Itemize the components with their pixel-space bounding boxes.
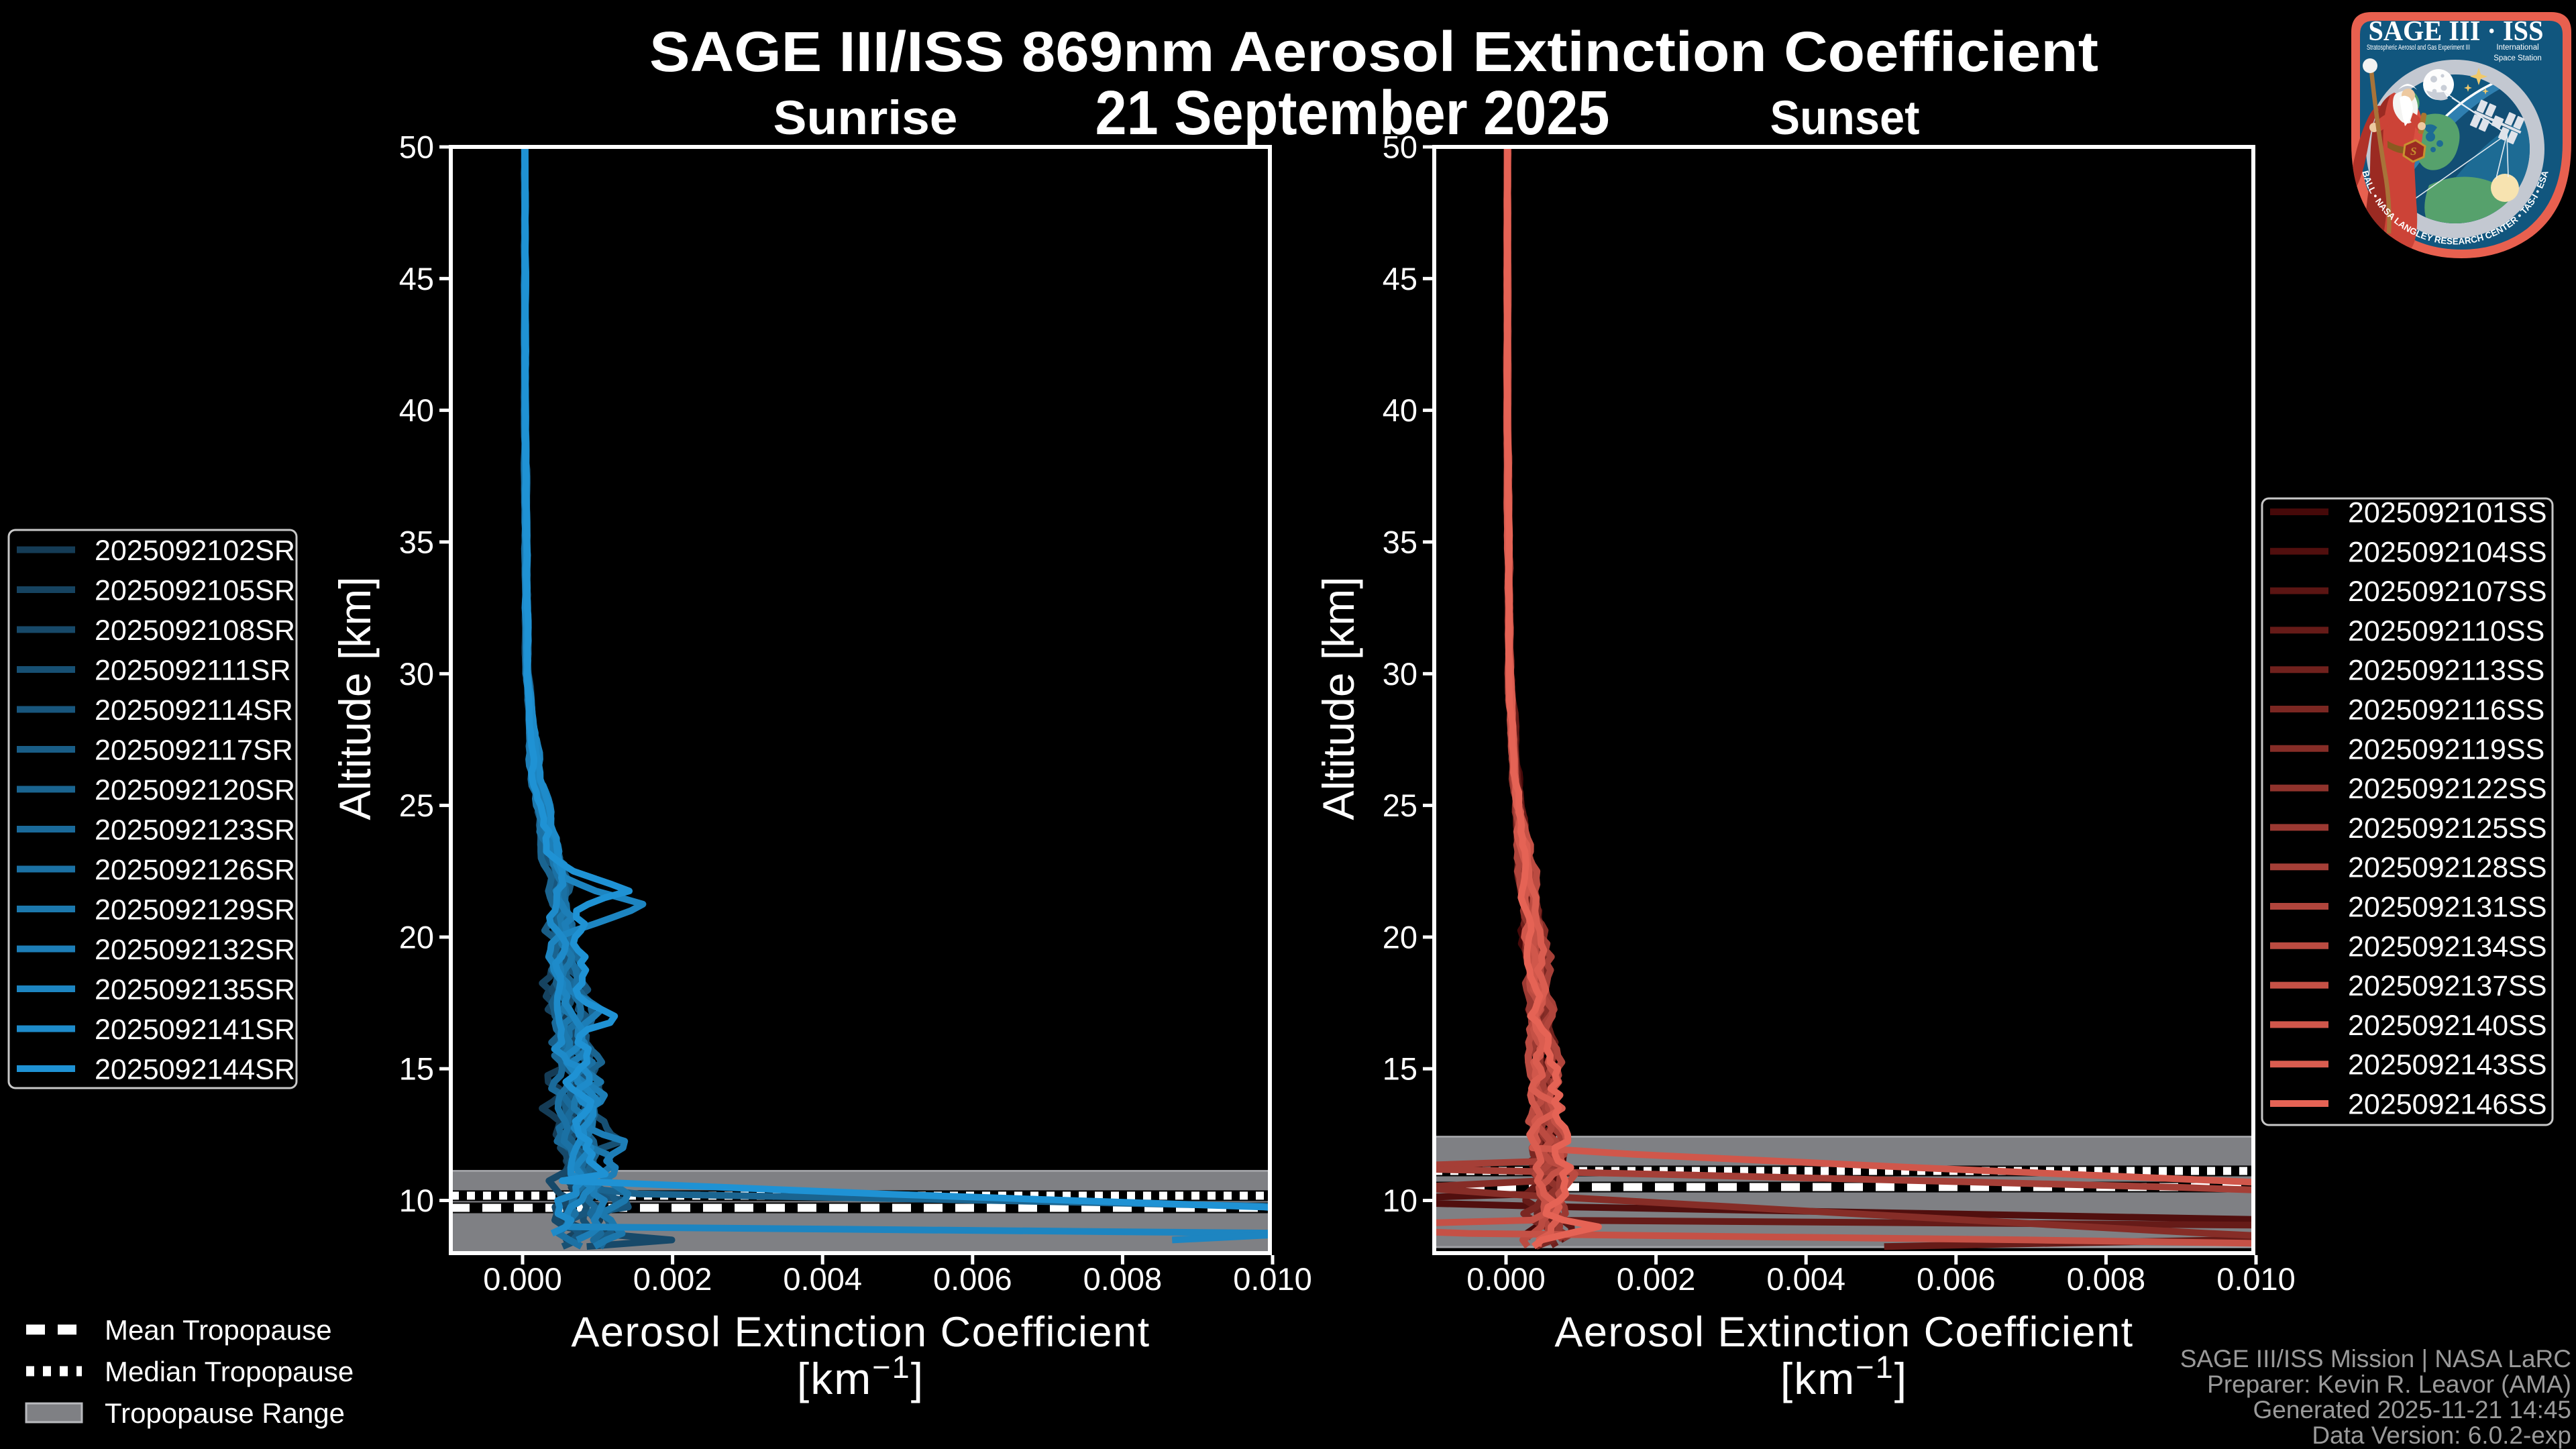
svg-text:45: 45	[1383, 261, 1417, 297]
svg-text:40: 40	[399, 392, 434, 428]
svg-text:25: 25	[1383, 788, 1417, 823]
svg-text:2025092132SR: 2025092132SR	[95, 934, 295, 966]
svg-text:0.006: 0.006	[1917, 1261, 1996, 1297]
svg-text:0.004: 0.004	[1766, 1261, 1845, 1297]
svg-text:Tropopause Range: Tropopause Range	[105, 1397, 345, 1429]
svg-text:2025092110SS: 2025092110SS	[2348, 615, 2544, 647]
svg-text:Preparer: Kevin R. Leavor (AMA: Preparer: Kevin R. Leavor (AMA)	[2207, 1371, 2571, 1398]
svg-text:International: International	[2496, 44, 2538, 52]
svg-text:0.008: 0.008	[1083, 1261, 1163, 1297]
svg-text:2025092102SR: 2025092102SR	[95, 535, 295, 567]
svg-text:2025092140SS: 2025092140SS	[2348, 1010, 2547, 1042]
svg-text:Altitude [km]: Altitude [km]	[330, 576, 380, 820]
svg-text:2025092105SR: 2025092105SR	[95, 575, 295, 607]
svg-text:0.008: 0.008	[2067, 1261, 2146, 1297]
svg-text:2025092144SR: 2025092144SR	[95, 1054, 295, 1086]
svg-text:Aerosol Extinction Coefficient: Aerosol Extinction Coefficient	[571, 1309, 1150, 1356]
svg-text:30: 30	[399, 656, 434, 692]
svg-text:30: 30	[1383, 656, 1417, 692]
svg-text:0.000: 0.000	[1466, 1261, 1546, 1297]
svg-text:15: 15	[399, 1051, 434, 1087]
svg-text:2025092108SR: 2025092108SR	[95, 614, 295, 647]
svg-text:Generated 2025-11-21 14:45: Generated 2025-11-21 14:45	[2253, 1396, 2571, 1424]
svg-text:0.010: 0.010	[2216, 1261, 2296, 1297]
svg-text:2025092104SS: 2025092104SS	[2348, 536, 2547, 568]
svg-text:25: 25	[399, 788, 434, 823]
svg-text:2025092113SS: 2025092113SS	[2348, 655, 2544, 687]
svg-text:2025092117SR: 2025092117SR	[95, 735, 293, 767]
svg-text:Altitude [km]: Altitude [km]	[1313, 576, 1363, 820]
svg-text:21 September 2025: 21 September 2025	[1095, 78, 1610, 148]
svg-text:2025092122SS: 2025092122SS	[2348, 773, 2547, 805]
svg-text:Sunset: Sunset	[1770, 92, 1920, 145]
svg-text:2025092111SR: 2025092111SR	[95, 655, 291, 687]
svg-text:SAGE III/ISS Mission | NASA La: SAGE III/ISS Mission | NASA LaRC	[2180, 1345, 2571, 1373]
svg-text:0.006: 0.006	[933, 1261, 1012, 1297]
svg-text:2025092137SS: 2025092137SS	[2348, 970, 2547, 1002]
svg-text:2025092143SS: 2025092143SS	[2348, 1049, 2547, 1081]
svg-text:10: 10	[1383, 1183, 1417, 1218]
svg-text:40: 40	[1383, 392, 1417, 428]
svg-text:50: 50	[1383, 129, 1417, 165]
svg-text:0.004: 0.004	[783, 1261, 862, 1297]
svg-text:50: 50	[399, 129, 434, 165]
svg-text:35: 35	[399, 524, 434, 559]
svg-text:2025092125SS: 2025092125SS	[2348, 812, 2547, 845]
svg-text:45: 45	[399, 261, 434, 297]
svg-text:2025092119SS: 2025092119SS	[2348, 733, 2544, 765]
svg-text:S: S	[2410, 145, 2416, 158]
svg-text:2025092120SR: 2025092120SR	[95, 774, 295, 806]
svg-text:Aerosol Extinction Coefficient: Aerosol Extinction Coefficient	[1554, 1309, 2133, 1356]
svg-text:0.010: 0.010	[1233, 1261, 1312, 1297]
svg-text:2025092128SS: 2025092128SS	[2348, 852, 2547, 884]
svg-text:2025092129SR: 2025092129SR	[95, 894, 295, 926]
svg-text:10: 10	[399, 1183, 434, 1218]
svg-text:15: 15	[1383, 1051, 1417, 1087]
svg-text:2025092123SR: 2025092123SR	[95, 814, 295, 847]
svg-text:2025092131SS: 2025092131SS	[2348, 892, 2547, 924]
svg-text:2025092134SS: 2025092134SS	[2348, 930, 2547, 963]
svg-text:2025092107SS: 2025092107SS	[2348, 576, 2547, 608]
svg-text:0.002: 0.002	[633, 1261, 712, 1297]
svg-text:2025092141SR: 2025092141SR	[95, 1014, 295, 1046]
svg-text:20: 20	[399, 919, 434, 955]
svg-text:Data Version: 6.0.2-exp: Data Version: 6.0.2-exp	[2312, 1421, 2571, 1449]
svg-text:35: 35	[1383, 524, 1417, 559]
svg-text:Space Station: Space Station	[2493, 54, 2542, 62]
svg-text:SAGE III/ISS 869nm Aerosol Ext: SAGE III/ISS 869nm Aerosol Extinction Co…	[649, 20, 2098, 83]
svg-text:2025092114SR: 2025092114SR	[95, 694, 293, 727]
svg-text:Stratospheric Aerosol and Gas: Stratospheric Aerosol and Gas Experiment…	[2367, 44, 2470, 52]
svg-text:SAGE III · ISS: SAGE III · ISS	[2369, 16, 2544, 47]
svg-text:Sunrise: Sunrise	[773, 92, 958, 145]
svg-text:2025092135SR: 2025092135SR	[95, 974, 295, 1006]
svg-text:Mean Tropopause: Mean Tropopause	[105, 1314, 332, 1346]
svg-text:[km−1]: [km−1]	[1780, 1349, 1908, 1403]
svg-text:Median Tropopause: Median Tropopause	[105, 1356, 354, 1387]
svg-text:2025092126SR: 2025092126SR	[95, 854, 295, 886]
svg-text:2025092101SS: 2025092101SS	[2348, 497, 2547, 529]
svg-text:20: 20	[1383, 919, 1417, 955]
svg-text:0.000: 0.000	[483, 1261, 562, 1297]
svg-text:2025092146SS: 2025092146SS	[2348, 1089, 2547, 1121]
svg-text:2025092116SS: 2025092116SS	[2348, 694, 2544, 727]
svg-text:0.002: 0.002	[1617, 1261, 1696, 1297]
